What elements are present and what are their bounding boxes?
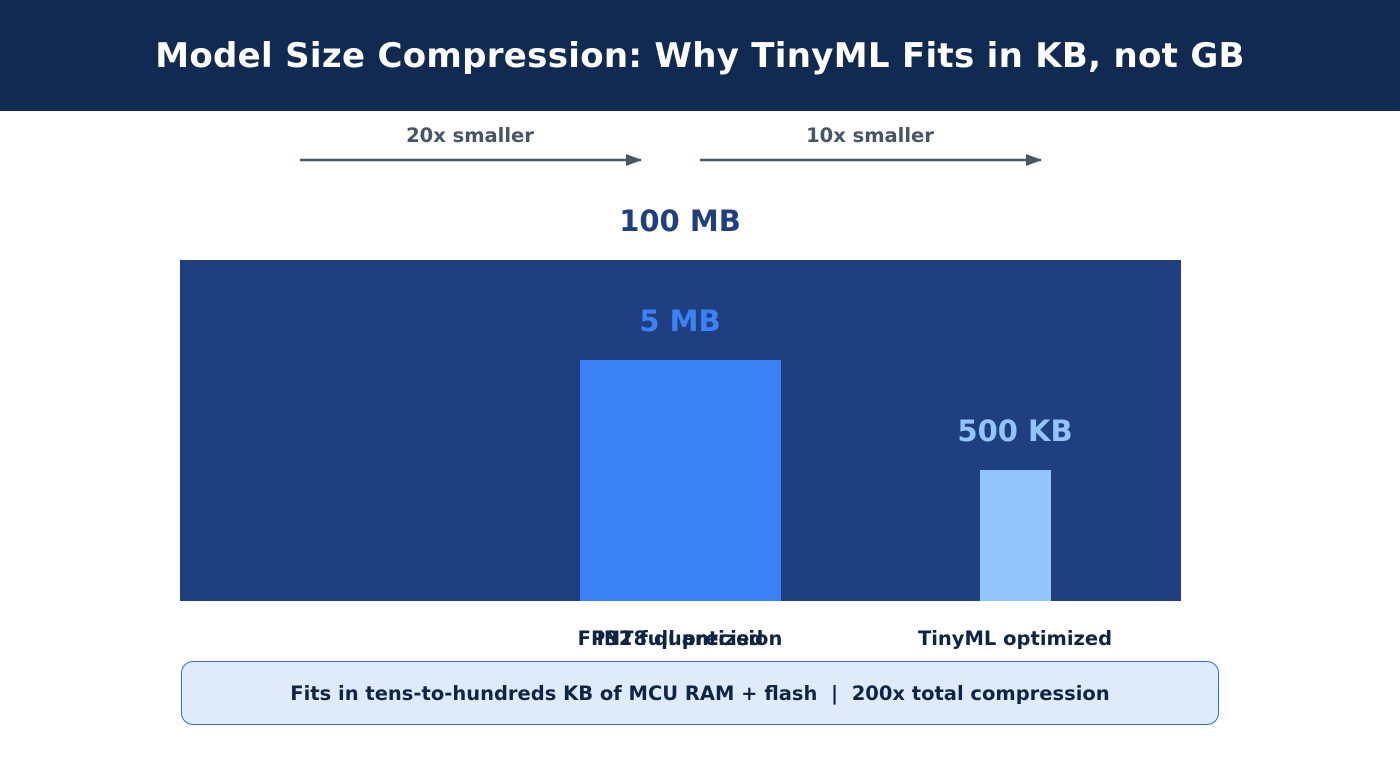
compression-arrow-label-2: 10x smaller (806, 124, 934, 147)
value-label-tinyml: 500 KB (957, 414, 1072, 448)
page-title: Model Size Compression: Why TinyML Fits … (155, 35, 1245, 76)
header-bar: Model Size Compression: Why TinyML Fits … (0, 0, 1400, 111)
bar-tinyml (980, 470, 1051, 601)
category-label-int8: INT8 quantized (597, 627, 764, 650)
bar-int8 (580, 360, 781, 601)
value-label-fp32: 100 MB (619, 204, 741, 238)
summary-callout-text: Fits in tens-to-hundreds KB of MCU RAM +… (290, 681, 1110, 705)
summary-callout: Fits in tens-to-hundreds KB of MCU RAM +… (181, 661, 1219, 725)
compression-arrow-label-1: 20x smaller (406, 124, 534, 147)
category-label-fp32: FP32 full precision (578, 627, 783, 650)
category-label-tinyml: TinyML optimized (918, 627, 1112, 650)
value-label-int8: 5 MB (639, 304, 720, 338)
